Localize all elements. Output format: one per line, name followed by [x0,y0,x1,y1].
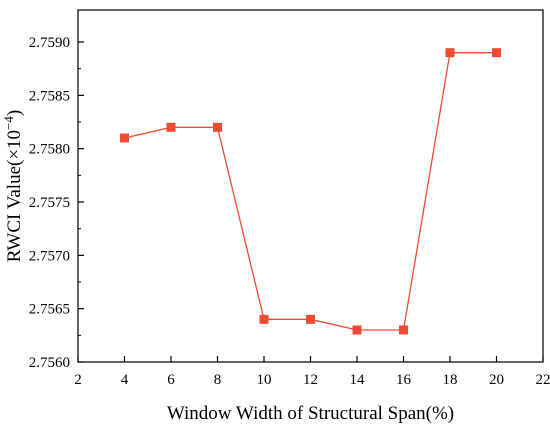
y-tick-label: 2.7560 [29,355,70,371]
y-tick-label: 2.7580 [29,142,70,158]
x-axis-title: Window Width of Structural Span(%) [167,403,454,424]
y-tick-label: 2.7585 [29,88,70,104]
plot-frame [77,9,544,363]
x-tick-label: 6 [167,372,175,388]
y-axis-title: RWCI Value(×10−4) [1,110,25,262]
y-tick-label: 2.7590 [29,35,70,51]
x-tick-label: 10 [257,372,272,388]
x-tick-label: 12 [303,372,318,388]
data-point [259,314,269,324]
x-tick-label: 18 [443,372,458,388]
y-tick-label: 2.7575 [29,195,70,211]
x-tick-label: 8 [214,372,222,388]
y-axis-title-main: RWCI Value(×10 [4,130,25,262]
data-point [399,325,408,335]
x-tick-label: 22 [536,372,550,388]
data-point [166,122,176,132]
y-tick-label: 2.7565 [29,302,70,318]
data-point [120,133,129,143]
data-point [213,122,222,132]
x-tick-label: 20 [489,372,504,388]
x-tick-label: 14 [350,372,366,388]
series-group [120,48,501,335]
x-tick-label: 16 [396,372,412,388]
y-axis-ticks: 2.7560 2.7565 2.7570 2.7575 2.7580 2.7585 2.75… [29,35,84,371]
x-tick-label: 4 [121,372,129,388]
data-point [352,325,362,335]
x-tick-label: 2 [74,372,82,388]
data-point [306,314,315,324]
series-line [124,52,497,331]
y-axis-title-exponent: −4 [1,116,16,130]
y-tick-label: 2.7570 [29,248,70,264]
x-axis-ticks: 2 4 6 8 10 12 14 16 18 20 22 [74,356,550,388]
y-axis-title-close: ) [4,110,25,116]
data-point [492,48,501,58]
data-point [445,48,455,58]
